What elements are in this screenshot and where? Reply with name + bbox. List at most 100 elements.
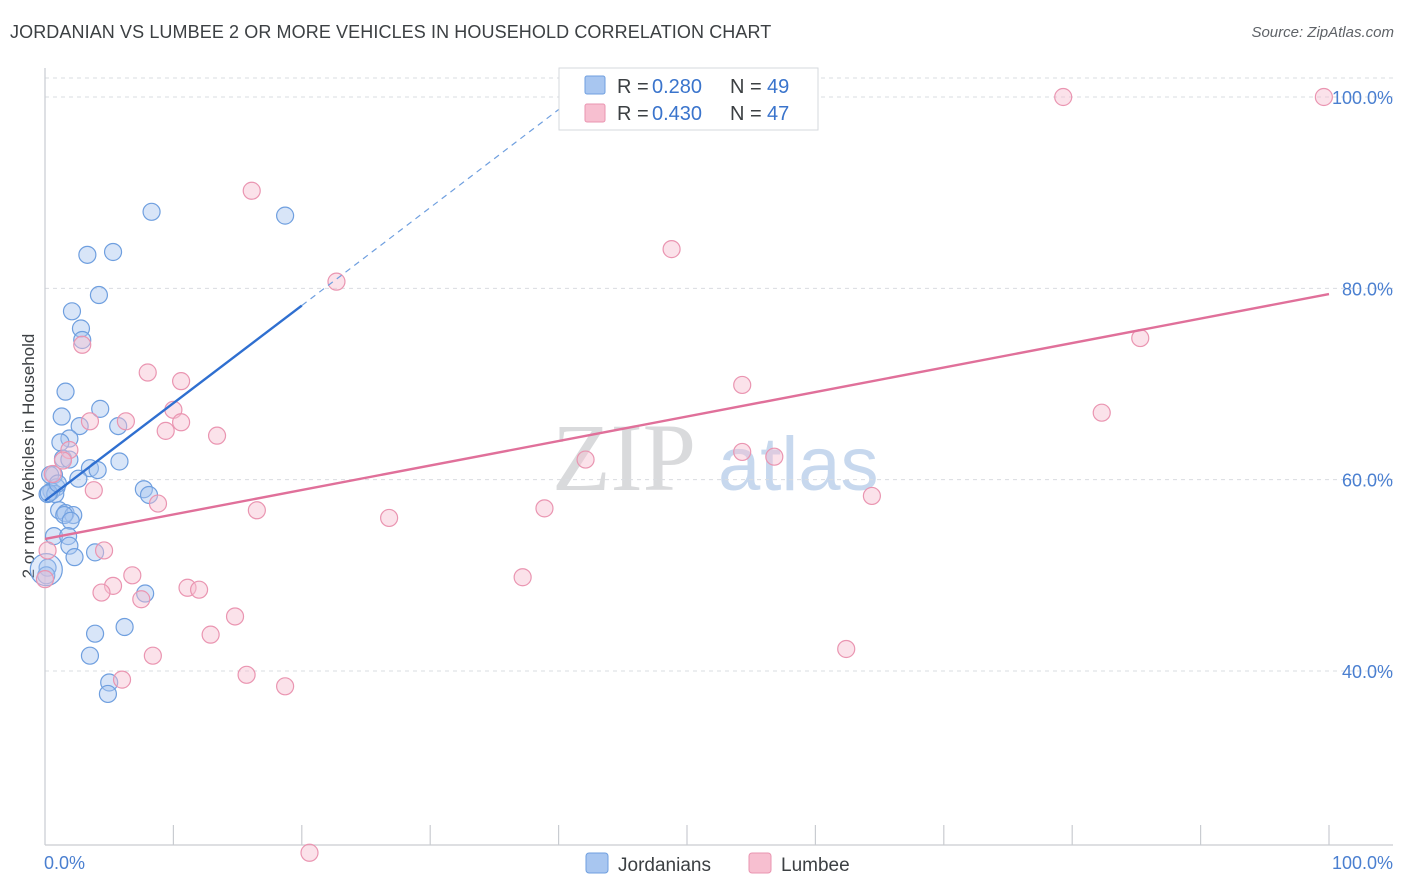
gridlines: [45, 77, 1393, 672]
lumbee-point: [53, 451, 73, 470]
jordanians-point: [115, 617, 134, 637]
jordanians-point: [62, 302, 82, 321]
bottom-legend-label-jordanians: Jordanians: [618, 855, 711, 876]
lumbee-point: [247, 501, 266, 520]
lumbee-point: [148, 494, 168, 513]
lumbee-point: [733, 442, 752, 462]
legend-swatch-jordanians: [584, 75, 606, 95]
bottom-legend: Jordanians Lumbee: [585, 852, 850, 876]
lumbee-point: [73, 335, 92, 354]
jordanians-point: [69, 469, 88, 488]
lumbee-point: [156, 421, 175, 440]
jordanians-point: [71, 319, 91, 338]
jordanians-point: [60, 450, 79, 469]
legend-r-label-jordanians: R =: [617, 76, 649, 98]
watermark: ZIP atlas: [552, 404, 879, 511]
legend-n-value-jordanians: 49: [767, 76, 789, 98]
jordanians-point: [134, 480, 153, 499]
jordanians-point: [85, 624, 105, 643]
jordanians-point: [276, 206, 295, 225]
legend-n-label-lumbee: N =: [730, 103, 762, 125]
watermark-zip: ZIP: [552, 404, 696, 511]
x-ticks: [172, 825, 1330, 845]
lumbee-point: [43, 464, 62, 484]
lumbee-point: [225, 607, 245, 626]
jordanians-point: [142, 202, 161, 221]
lumbee-point: [112, 670, 132, 689]
x-tick-label-max: 100.0%: [1332, 853, 1393, 873]
lumbee-point: [178, 578, 197, 597]
trend-line-lumbee: [44, 292, 1330, 541]
jordanians-point: [80, 646, 100, 665]
lumbee-point: [535, 499, 554, 518]
jordanians-point: [65, 548, 84, 567]
jordanians-point: [70, 416, 89, 436]
lumbee-point: [84, 481, 103, 500]
legend-r-value-jordanians: 0.280: [652, 76, 702, 98]
lumbee-point: [132, 590, 151, 609]
lumbee-point: [138, 363, 157, 382]
jordanians-point: [73, 330, 92, 350]
series-lumbee-points: [35, 87, 1333, 862]
lumbee-point: [276, 677, 295, 696]
lumbee-point: [765, 447, 784, 466]
trend-line-jordanians-extension: [301, 104, 566, 307]
lumbee-point: [380, 508, 399, 528]
y-tick-label: 60.0%: [1342, 471, 1393, 491]
lumbee-point: [35, 570, 55, 589]
lumbee-point: [201, 625, 220, 644]
jordanians-point: [89, 285, 109, 305]
trend-line-jordanians: [44, 304, 303, 502]
lumbee-point: [189, 580, 209, 599]
lumbee-point: [103, 576, 123, 595]
lumbee-point: [172, 413, 191, 432]
lumbee-point: [662, 240, 681, 259]
lumbee-point: [837, 639, 856, 659]
jordanians-point: [78, 245, 97, 264]
bottom-legend-swatch-lumbee: [748, 852, 772, 874]
jordanians-point: [85, 543, 105, 562]
lumbee-point: [92, 583, 111, 602]
lumbee-point: [172, 372, 191, 391]
lumbee-point: [300, 843, 319, 862]
jordanians-point: [91, 399, 110, 418]
lumbee-point: [513, 568, 532, 587]
lumbee-point: [1092, 403, 1111, 422]
lumbee-point: [1054, 87, 1073, 107]
lumbee-point: [207, 426, 227, 445]
lumbee-point: [123, 566, 142, 585]
legend: R = 0.280 N = 49 R = 0.430 N = 47: [558, 67, 819, 131]
legend-r-label-lumbee: R =: [617, 103, 649, 125]
lumbee-point: [38, 541, 57, 560]
lumbee-point: [733, 375, 752, 395]
lumbee-point: [862, 486, 881, 506]
lumbee-point: [237, 665, 256, 684]
legend-r-value-lumbee: 0.430: [652, 103, 702, 125]
jordanians-point: [103, 242, 123, 262]
lumbee-point: [94, 541, 114, 560]
bottom-legend-label-lumbee: Lumbee: [781, 855, 850, 876]
y-tick-label: 40.0%: [1342, 662, 1393, 682]
lumbee-point: [576, 450, 595, 469]
chart-title: JORDANIAN VS LUMBEE 2 OR MORE VEHICLES I…: [10, 22, 772, 42]
jordanians-point: [52, 407, 71, 426]
bottom-legend-swatch-jordanians: [585, 852, 609, 874]
source-credit: Source: ZipAtlas.com: [1251, 24, 1394, 41]
jordanians-point-cluster: [29, 552, 63, 587]
lumbee-point: [242, 181, 261, 200]
jordanians-point: [61, 511, 80, 530]
lumbee-point: [1314, 87, 1333, 107]
y-tick-labels: 40.0% 60.0% 80.0% 100.0%: [1332, 88, 1393, 682]
jordanians-point: [110, 452, 129, 471]
legend-n-value-lumbee: 47: [767, 103, 789, 125]
jordanians-point: [60, 536, 79, 555]
lumbee-point: [143, 646, 162, 665]
y-axis-label: 2 or more Vehicles in Household: [19, 334, 38, 579]
y-tick-label: 100.0%: [1332, 88, 1393, 108]
trend-lines: [44, 104, 1330, 541]
y-tick-label: 80.0%: [1342, 279, 1393, 299]
lumbee-point: [327, 272, 346, 291]
x-tick-label-min: 0.0%: [44, 853, 85, 873]
lumbee-point: [60, 440, 79, 460]
